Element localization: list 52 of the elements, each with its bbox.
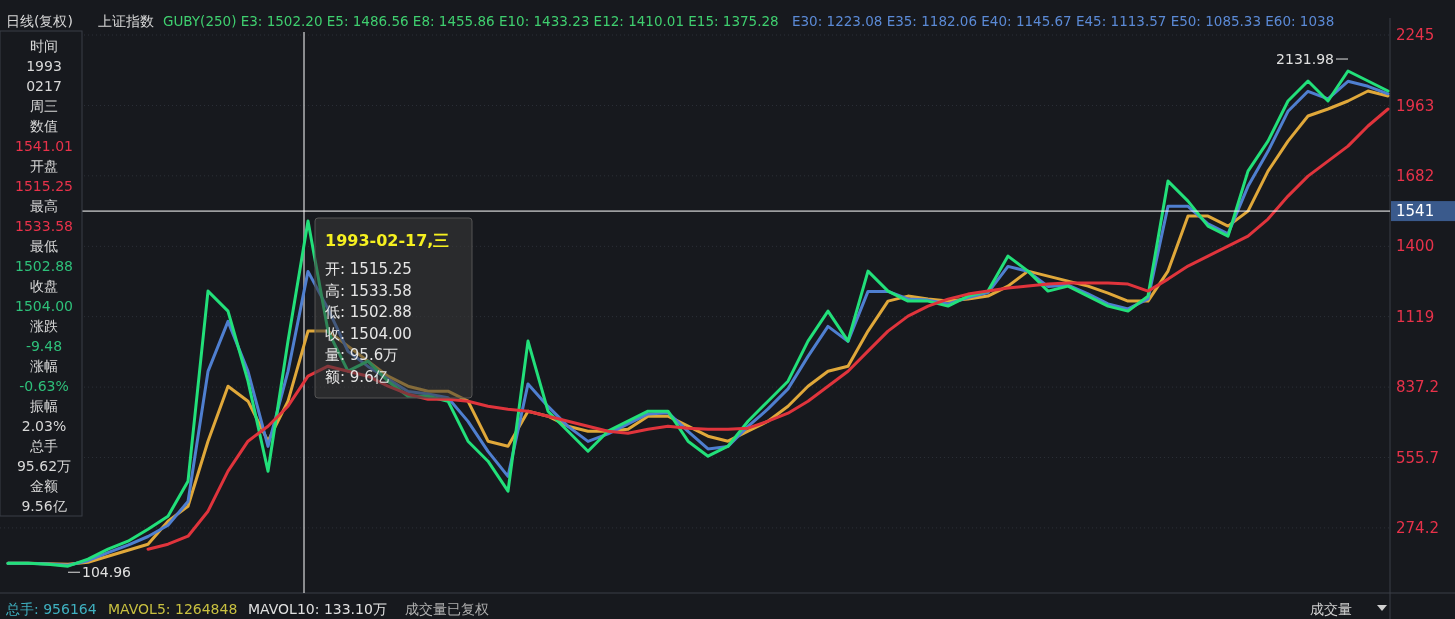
ref-line-label: 1541 xyxy=(1396,202,1435,221)
line-series xyxy=(146,107,1390,551)
annotation: 量: 95.6万 xyxy=(325,346,399,364)
text: 成交量 xyxy=(1310,601,1352,617)
annotation: 1504.00 xyxy=(15,298,73,314)
annotation: E30: 1223.08 E35: 1182.06 E40: 1145.67 E45: 1113.57 E50: 1085.33 E60: 1038 xyxy=(792,13,1335,29)
annotation: 1502.88 xyxy=(15,258,73,274)
text: MAVOL5: 1264848 xyxy=(108,601,238,617)
annotation: 1541.01 xyxy=(15,138,73,154)
y-tick-label: 837.2 xyxy=(1396,378,1439,397)
annotation: 2131.98 xyxy=(1276,51,1334,68)
annotation: -9.48 xyxy=(25,338,63,354)
y-tick-label: 1400 xyxy=(1396,237,1435,256)
chart-title: 日线(复权) xyxy=(6,13,73,29)
annotation: 时间 xyxy=(30,38,58,54)
annotation: 振幅 xyxy=(30,398,58,414)
annotation: 开: 1515.25 xyxy=(325,260,412,278)
annotation: 95.62万 xyxy=(16,458,72,474)
annotation: 收: 1504.00 xyxy=(325,324,412,343)
annotation: 周三 xyxy=(30,98,58,114)
annotation: 高: 1533.58 xyxy=(325,281,412,300)
y-tick-label: 555.7 xyxy=(1396,448,1439,467)
y-tick-label: 2245 xyxy=(1396,26,1435,45)
text: MAVOL10: 133.10万 xyxy=(248,601,387,617)
y-tick-label: 274.2 xyxy=(1396,518,1439,537)
annotation: 0217 xyxy=(26,78,62,94)
annotation: 2.03% xyxy=(21,418,67,434)
annotation: 最低 xyxy=(30,238,58,254)
annotation: 低: 1502.88 xyxy=(325,303,412,321)
annotation: 104.96 xyxy=(82,564,132,581)
annotation: 涨跌 xyxy=(30,318,58,334)
annotation: 1515.25 xyxy=(15,178,73,194)
annotation: 最高 xyxy=(30,198,58,214)
annotation: -0.63% xyxy=(19,378,69,394)
annotation: 开盘 xyxy=(30,158,58,174)
text: 成交量已复权 xyxy=(405,601,489,617)
annotation: 1993-02-17,三 xyxy=(325,231,450,250)
y-tick-label: 1119 xyxy=(1396,307,1435,326)
annotation: GUBY(250) E3: 1502.20 E5: 1486.56 E8: 1455.86 E10: 1433.23 E12: 1410.01 E15: 1375.28 xyxy=(163,13,779,29)
chart-subtitle: 上证指数 xyxy=(98,13,154,29)
annotation: 1533.58 xyxy=(15,218,73,234)
annotation: 总手 xyxy=(29,438,58,454)
annotation: 金额 xyxy=(30,478,58,494)
annotation: 数值 xyxy=(30,118,58,134)
y-tick-label: 1963 xyxy=(1396,96,1435,115)
annotation: 涨幅 xyxy=(30,358,58,374)
y-tick-label: 1682 xyxy=(1396,166,1435,185)
annotation: 额: 9.6亿 xyxy=(325,367,389,386)
text: 总手: 956164 xyxy=(5,601,97,617)
annotation: 1993 xyxy=(26,58,62,74)
annotation: 9.56亿 xyxy=(21,498,67,514)
annotation: 收盘 xyxy=(30,278,58,294)
